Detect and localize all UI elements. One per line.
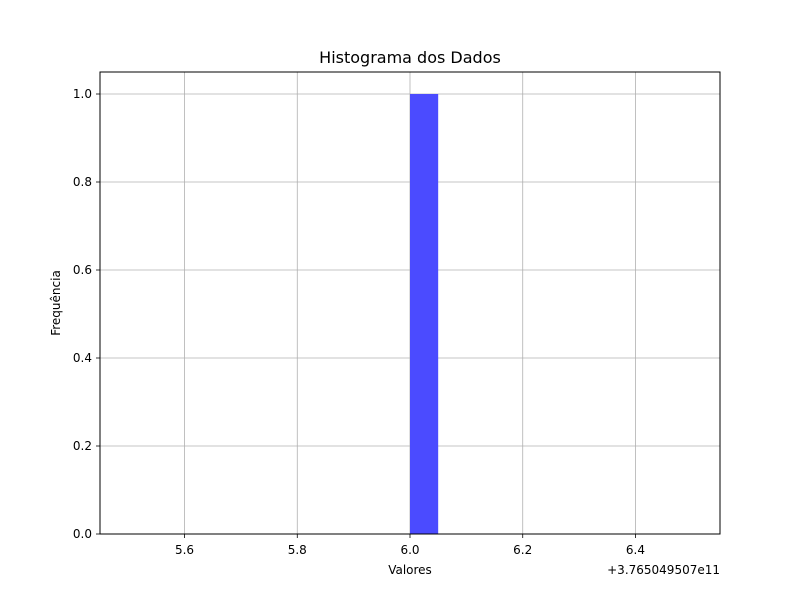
y-tick-label: 0.2 [73,439,92,453]
y-tick-label: 0.4 [73,351,92,365]
histogram-bar [410,94,439,534]
y-axis-ticks: 0.0 0.2 0.4 0.6 0.8 1.0 [73,87,100,541]
histogram-bars [410,94,439,534]
x-axis-offset-label: +3.765049507e11 [607,563,720,577]
y-tick-label: 0.0 [73,527,92,541]
y-tick-label: 0.6 [73,263,92,277]
chart-title: Histograma dos Dados [319,48,501,67]
y-tick-label: 0.8 [73,175,92,189]
x-tick-label: 6.2 [513,543,532,557]
x-axis-label: Valores [388,563,432,577]
x-axis-ticks: 5.6 5.8 6.0 6.2 6.4 [175,534,645,557]
x-tick-label: 6.0 [400,543,419,557]
x-tick-label: 5.6 [175,543,194,557]
x-tick-label: 6.4 [626,543,645,557]
y-tick-label: 1.0 [73,87,92,101]
x-tick-label: 5.8 [288,543,307,557]
y-axis-label: Frequência [49,270,63,336]
